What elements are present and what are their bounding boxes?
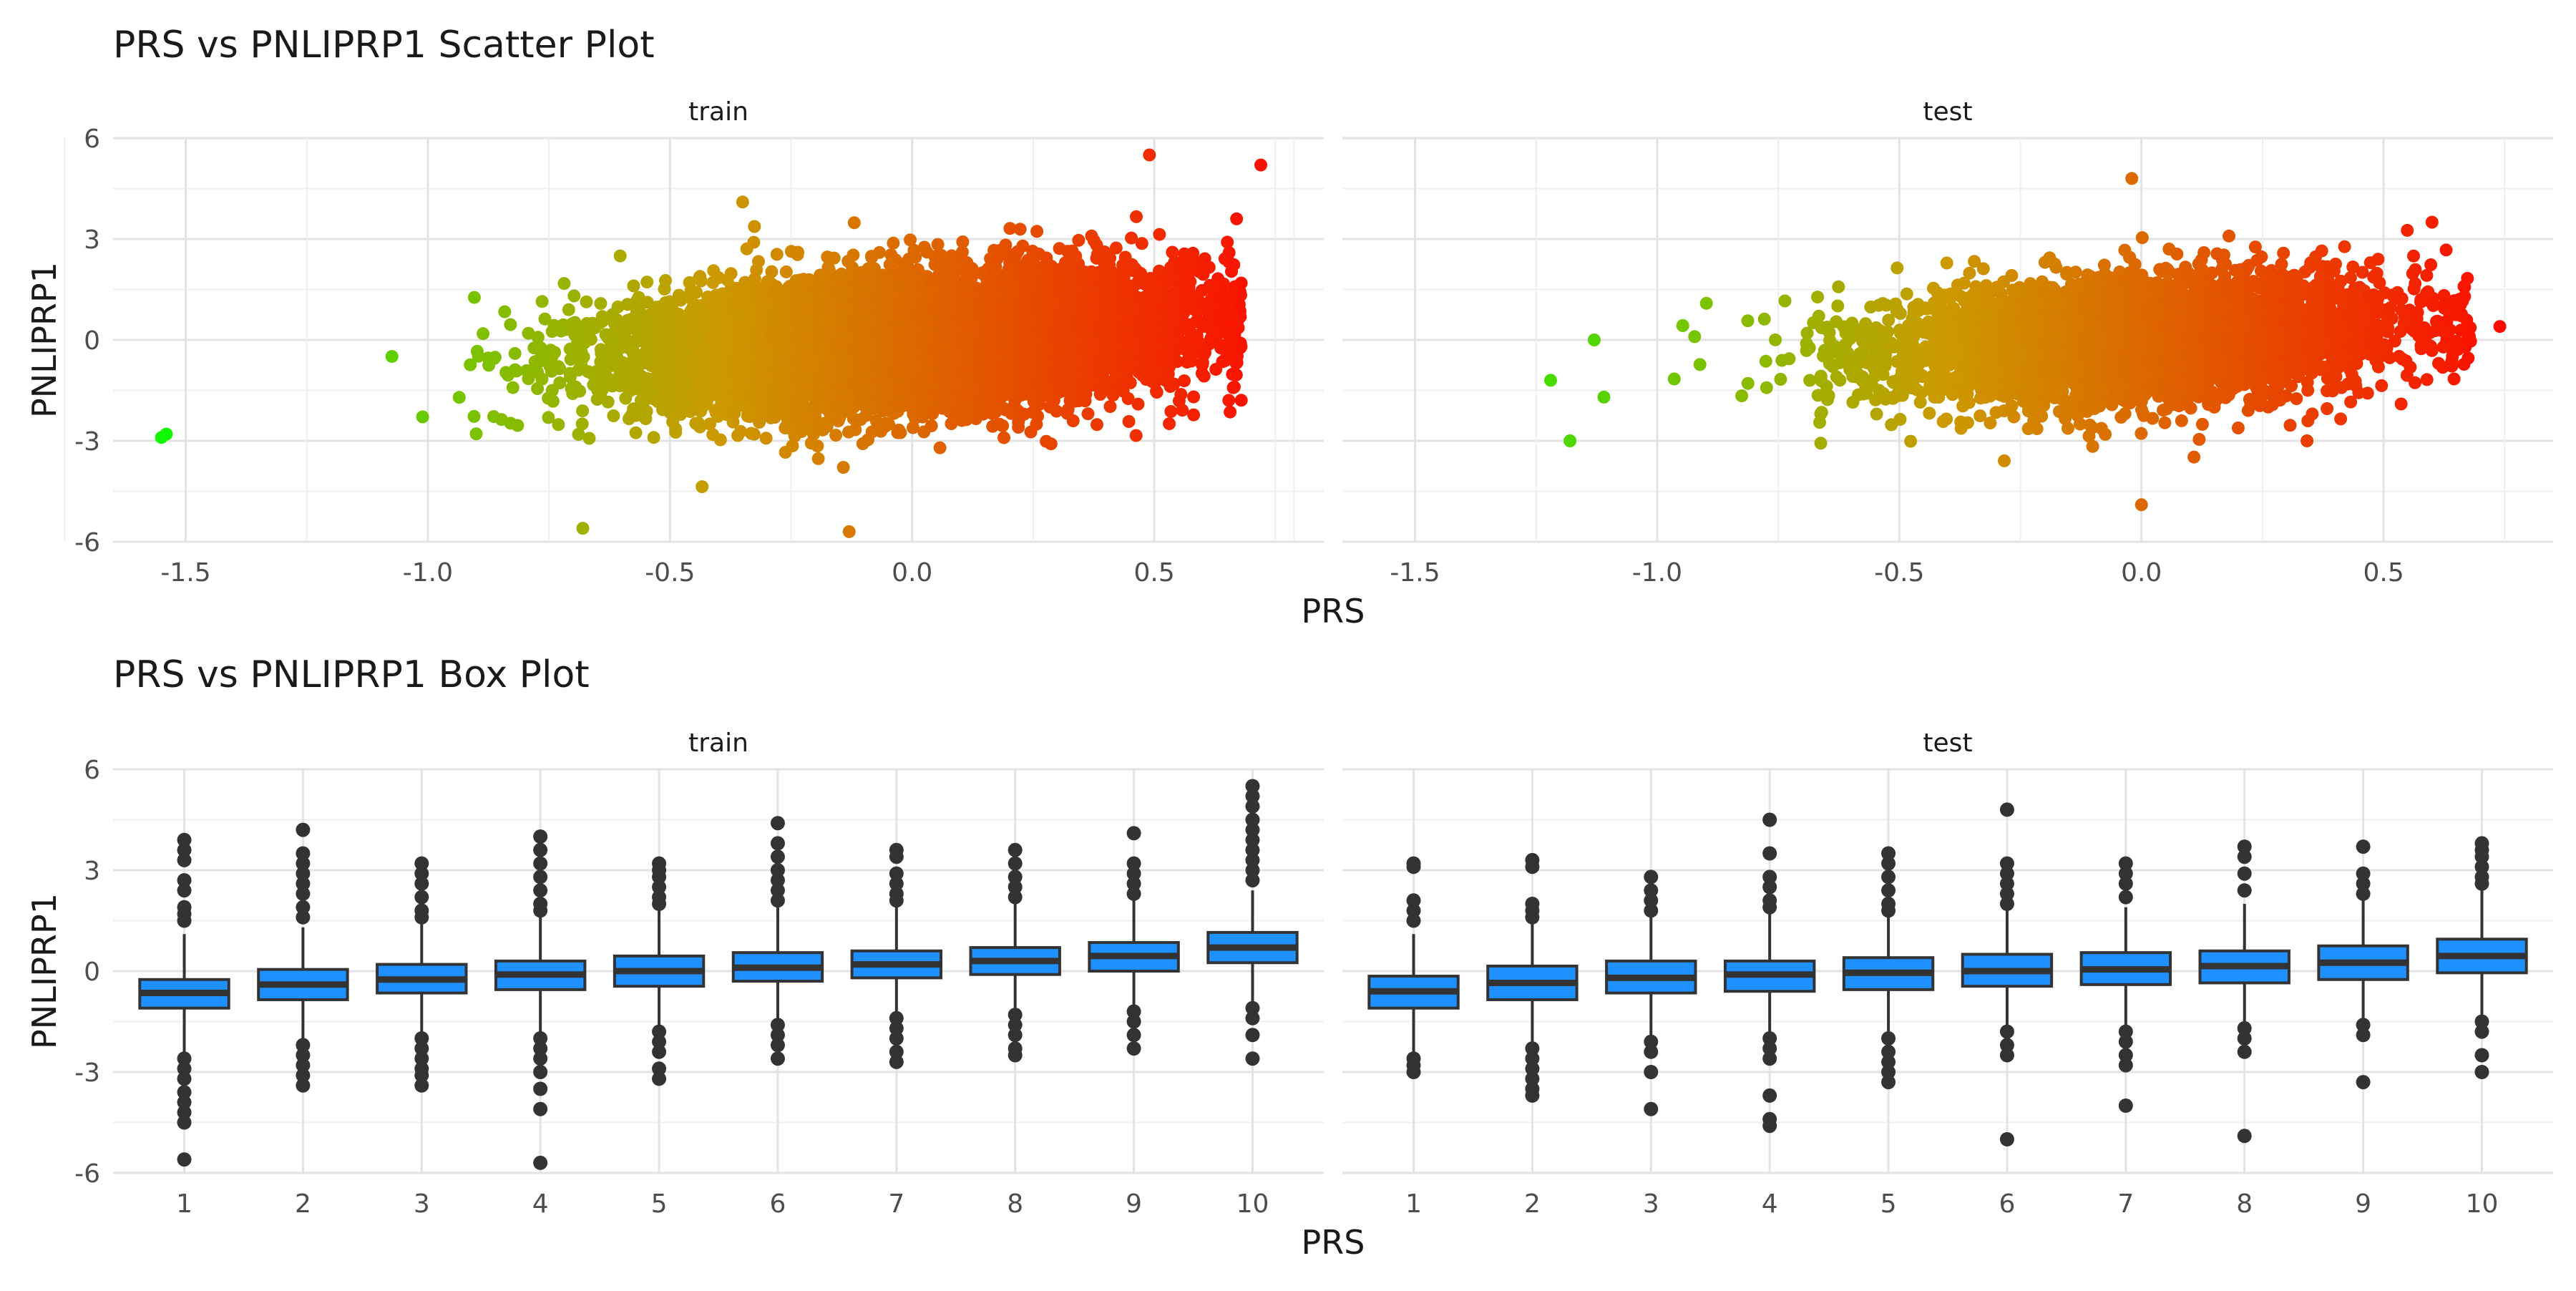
scatter-point <box>828 252 841 265</box>
scatter-point <box>562 303 575 316</box>
scatter-point <box>997 432 1010 444</box>
scatter-plot-title: PRS vs PNLIPRP1 Scatter Plot <box>113 24 655 67</box>
scatter-point <box>837 461 850 474</box>
scatter-y-tick-label: 6 <box>84 125 100 154</box>
scatter-point <box>1025 426 1038 439</box>
scatter-point <box>386 350 399 363</box>
scatter-point <box>1110 242 1123 255</box>
scatter-point <box>1130 210 1143 223</box>
box-y-axis-title: PNLIPRP1 <box>25 893 64 1049</box>
scatter-point <box>630 427 643 439</box>
scatter-point <box>752 255 765 268</box>
scatter-x-tick-label: 0.0 <box>892 558 932 588</box>
scatter-point <box>504 318 517 331</box>
scatter-y-tick-label: 3 <box>84 225 100 255</box>
scatter-point <box>498 306 511 318</box>
scatter-point <box>566 387 579 400</box>
scatter-point <box>1123 415 1136 428</box>
scatter-point <box>640 276 653 288</box>
scatter-point <box>780 265 793 278</box>
scatter-point <box>696 480 708 493</box>
scatter-x-tick-label: -1.0 <box>403 558 453 588</box>
scatter-point <box>470 427 483 440</box>
scatter-point <box>468 291 481 304</box>
scatter-point <box>689 417 702 430</box>
scatter-point <box>576 417 589 430</box>
box-facet-label-test: test <box>1923 729 1972 758</box>
scatter-y-tick-label: -6 <box>74 528 100 557</box>
scatter-point <box>509 347 522 360</box>
scatter-point <box>669 422 682 435</box>
scatter-point <box>1187 409 1200 422</box>
scatter-x-tick-label: 0.5 <box>1133 558 1174 588</box>
scatter-point <box>453 391 466 404</box>
scatter-point <box>925 419 938 432</box>
scatter-point <box>482 359 495 371</box>
scatter-point <box>1222 394 1235 406</box>
scatter-x-tick-label: -0.5 <box>645 558 695 588</box>
scatter-point <box>956 235 969 248</box>
scatter-y-axis-title: PNLIPRP1 <box>25 262 64 418</box>
box-facet-label-train: train <box>688 729 748 758</box>
scatter-point <box>1104 400 1117 413</box>
scatter-point <box>583 432 596 445</box>
scatter-point <box>1166 246 1179 259</box>
scatter-point <box>552 418 565 431</box>
scatter-point <box>884 248 897 261</box>
scatter-point <box>567 290 580 303</box>
scatter-point <box>507 381 519 394</box>
box-x-axis-title: PRS <box>1302 1223 1365 1262</box>
scatter-y-tick-label: -3 <box>74 427 100 457</box>
scatter-point <box>535 373 548 386</box>
scatter-x-tick-label: -1.5 <box>160 558 210 588</box>
scatter-point <box>1164 405 1177 418</box>
scatter-point <box>1130 429 1143 442</box>
scatter-y-tick-label: 0 <box>84 326 100 356</box>
scatter-point <box>934 442 947 454</box>
scatter-facet-label-train: train <box>688 97 748 127</box>
scatter-point <box>416 411 429 424</box>
box-plot-title: PRS vs PNLIPRP1 Box Plot <box>113 653 590 696</box>
scatter-point <box>659 274 672 287</box>
scatter-point <box>576 404 589 417</box>
scatter-point <box>887 237 899 250</box>
scatter-point <box>1091 418 1103 431</box>
scatter-x-axis-title: PRS <box>1302 592 1365 630</box>
scatter-point <box>1153 228 1166 241</box>
scatter-point <box>1082 407 1095 420</box>
scatter-facet-label-test: test <box>1923 97 1972 127</box>
